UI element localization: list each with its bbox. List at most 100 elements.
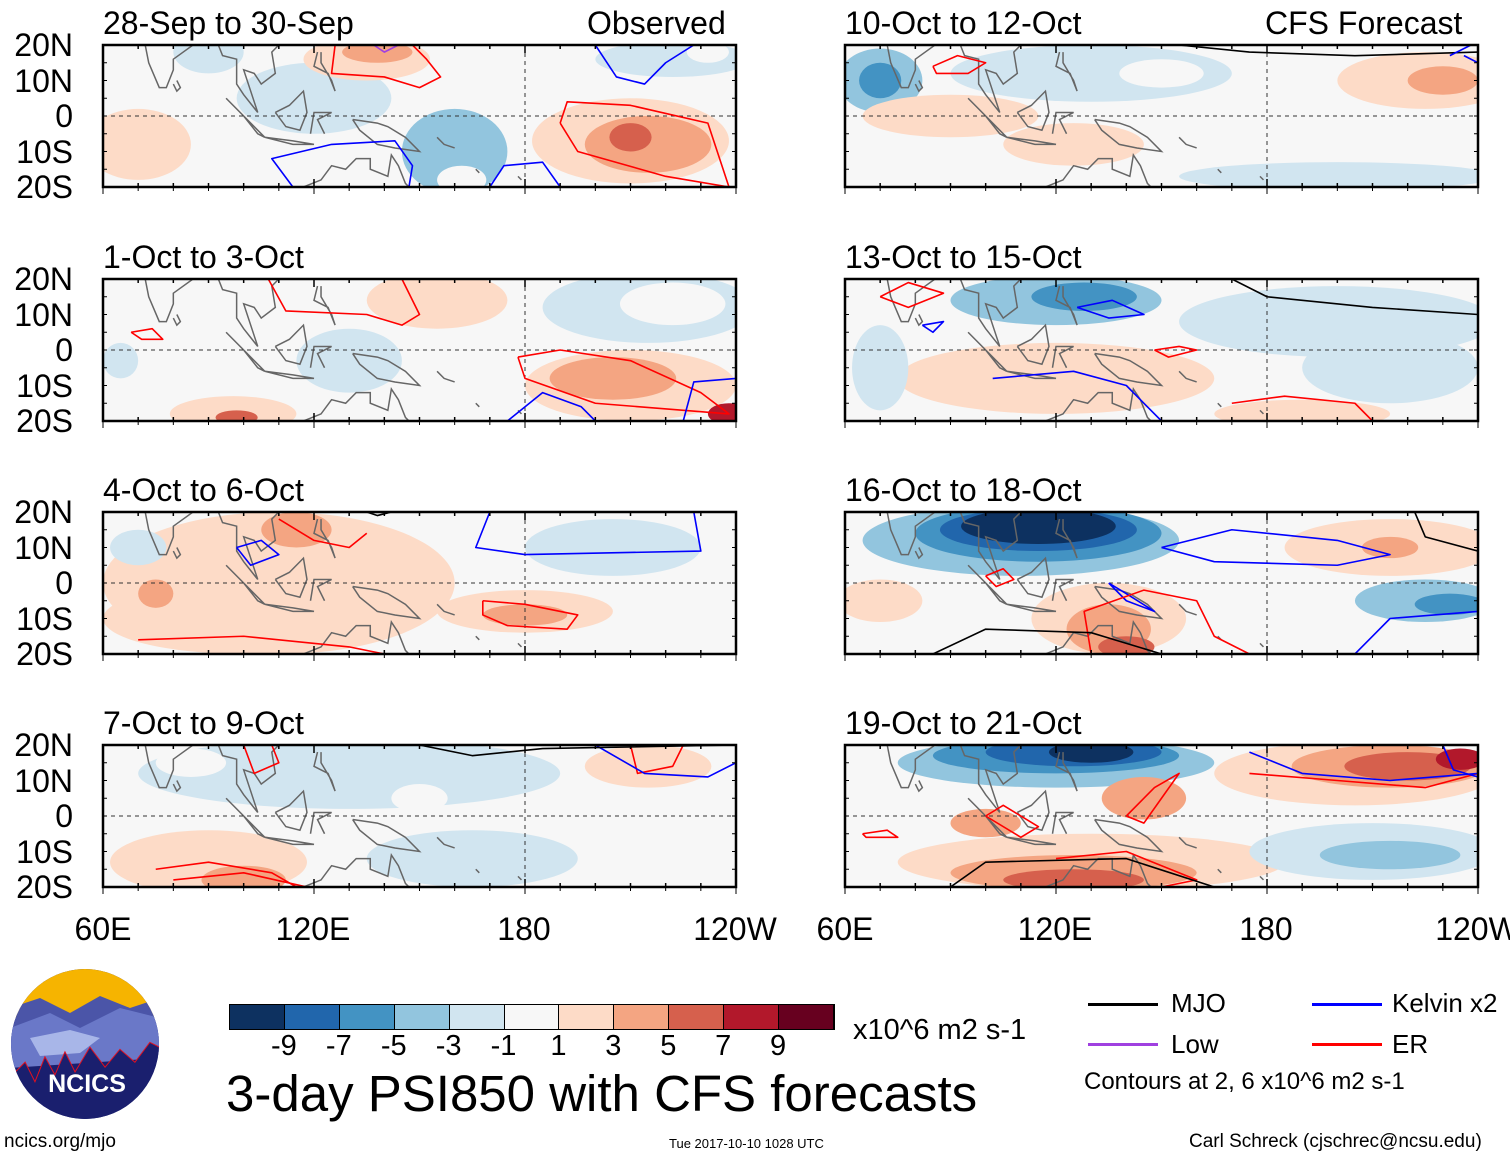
- colorbar-tick-label: 1: [550, 1030, 567, 1062]
- lon-label: 180: [1239, 911, 1293, 947]
- anomaly-region: [1302, 332, 1478, 404]
- coastline: [225, 97, 266, 138]
- contour-er: [1249, 772, 1478, 789]
- anomaly-region: [173, 45, 244, 74]
- footer-url[interactable]: ncics.org/mjo: [4, 1131, 116, 1152]
- contour-kelvin: [271, 140, 414, 187]
- anomaly-region: [366, 279, 508, 329]
- coastline: [1259, 875, 1265, 881]
- coastline: [143, 45, 195, 89]
- contour-mjo: [1179, 45, 1478, 57]
- colorbar-tick-label: -3: [435, 1030, 462, 1062]
- colorbar-tick-label: 5: [660, 1030, 677, 1062]
- lat-label: 0: [55, 798, 73, 834]
- coastline: [274, 89, 308, 132]
- lat-label: 20S: [16, 403, 73, 439]
- lat-label: 10N: [14, 762, 73, 799]
- anomaly-region: [482, 604, 568, 626]
- legend-line-er: [1312, 1043, 1382, 1046]
- coastline: [217, 745, 280, 813]
- coastline: [1055, 51, 1078, 92]
- coastline: [1055, 751, 1078, 792]
- colorbar-tick-label: 3: [605, 1030, 622, 1062]
- contour-kelvin: [992, 370, 1163, 421]
- contour-er: [173, 872, 308, 887]
- coastline: [225, 331, 266, 372]
- coastline: [1178, 603, 1197, 616]
- lon-label: 120W: [1435, 911, 1510, 947]
- coastline: [1217, 868, 1222, 874]
- contour-kelvin: [1354, 610, 1478, 654]
- coastline: [885, 512, 937, 556]
- anomaly-region: [169, 396, 297, 421]
- map-panel: [101, 510, 738, 661]
- coastline: [1259, 175, 1265, 181]
- colorbar-swatch: [724, 1005, 780, 1029]
- coastline: [914, 780, 924, 793]
- contour-kelvin: [921, 320, 945, 334]
- contour-er: [879, 281, 945, 309]
- colorbar-tick-label: -1: [490, 1030, 517, 1062]
- anomaly-region: [609, 123, 652, 152]
- coastline: [274, 323, 308, 366]
- coastline: [1178, 136, 1197, 149]
- coastline: [436, 836, 455, 849]
- coastline: [885, 745, 937, 789]
- contour-er: [1154, 345, 1198, 358]
- anomaly-region: [1214, 399, 1391, 421]
- anomaly-region: [110, 529, 167, 566]
- coastline: [959, 745, 1022, 813]
- anomaly-region: [215, 410, 258, 421]
- coastline: [436, 603, 455, 616]
- contour-kelvin: [594, 745, 736, 778]
- colorbar-swatch: [394, 1005, 450, 1029]
- map-panel: [843, 43, 1480, 194]
- footer-timestamp: Tue 2017-10-10 1028 UTC: [669, 1136, 824, 1151]
- coastline: [217, 512, 280, 580]
- anomaly-region: [342, 45, 413, 63]
- coastline: [352, 352, 422, 387]
- coastline: [313, 51, 336, 92]
- coastline: [264, 836, 315, 846]
- coastline: [313, 518, 336, 559]
- anomaly-region: [1407, 66, 1478, 95]
- contour-er: [278, 518, 368, 549]
- anomaly-region: [651, 293, 715, 322]
- lon-label: 120W: [693, 911, 777, 947]
- coastline: [172, 547, 182, 560]
- contour-kelvin: [474, 512, 702, 556]
- contour-er: [267, 279, 421, 326]
- coastline: [436, 370, 455, 383]
- coastline: [352, 818, 422, 853]
- anomaly-region: [1319, 840, 1461, 870]
- colorbar-swatch: [449, 1005, 505, 1029]
- coastline: [1055, 285, 1078, 326]
- anomaly-region: [391, 784, 448, 813]
- colorbar-swatch: [669, 1005, 725, 1029]
- anomaly-region: [961, 512, 1116, 544]
- contour-kelvin: [506, 391, 596, 421]
- anomaly-region: [852, 325, 909, 411]
- coastline: [225, 797, 266, 838]
- contour-mjo: [419, 745, 736, 757]
- contour-er: [932, 54, 987, 75]
- colorbar-tick-label: -9: [271, 1030, 297, 1062]
- coastline: [1051, 811, 1074, 835]
- coastline: [1259, 642, 1265, 648]
- lat-label: 20S: [16, 636, 73, 672]
- coastline: [313, 751, 336, 792]
- footer-author: Carl Schreck (cjschrec@ncsu.edu): [1189, 1131, 1482, 1152]
- contour-mjo: [950, 857, 1215, 887]
- coastline: [1094, 118, 1164, 153]
- coastline: [885, 279, 937, 323]
- colorbar-tick-label: 9: [770, 1030, 787, 1062]
- legend-label-kelvin: Kelvin x2: [1392, 988, 1498, 1018]
- legend-line-low: [1088, 1043, 1158, 1046]
- coastline: [309, 811, 332, 835]
- panel-title: 13-Oct to 15-Oct: [845, 239, 1082, 275]
- contour-er: [330, 45, 442, 89]
- coastline: [143, 512, 195, 556]
- contour-mjo: [1231, 279, 1478, 316]
- colorbar-tick-label: 7: [715, 1030, 732, 1062]
- coastline: [217, 45, 280, 113]
